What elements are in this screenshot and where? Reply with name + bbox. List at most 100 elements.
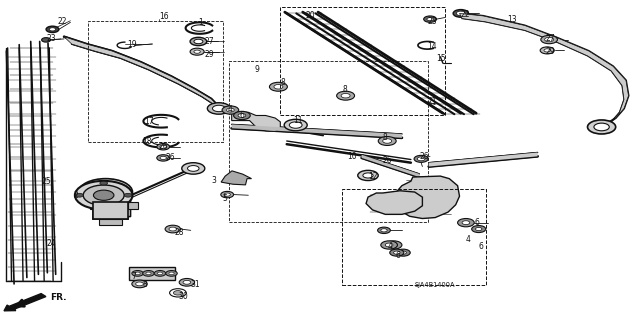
Text: 8: 8 <box>280 78 285 87</box>
Circle shape <box>541 35 557 44</box>
Text: 22: 22 <box>58 17 67 26</box>
Bar <box>229 61 428 222</box>
Circle shape <box>157 144 170 150</box>
Circle shape <box>544 49 550 52</box>
Circle shape <box>358 170 378 181</box>
Text: 18: 18 <box>142 137 152 146</box>
Text: 23: 23 <box>46 34 56 43</box>
Text: 8: 8 <box>383 133 387 142</box>
Circle shape <box>132 271 143 276</box>
Polygon shape <box>460 13 628 128</box>
Text: 6: 6 <box>396 251 401 260</box>
Circle shape <box>284 119 307 131</box>
Polygon shape <box>64 37 223 113</box>
Text: 24: 24 <box>46 239 56 248</box>
Circle shape <box>385 241 402 249</box>
Text: 27: 27 <box>205 37 214 46</box>
Circle shape <box>143 271 154 276</box>
Circle shape <box>594 123 609 131</box>
Circle shape <box>472 226 486 233</box>
Text: 20: 20 <box>306 11 316 20</box>
Circle shape <box>212 105 225 112</box>
Text: 26: 26 <box>159 142 168 151</box>
Bar <box>99 219 122 225</box>
Circle shape <box>456 11 465 16</box>
Circle shape <box>427 18 433 21</box>
Text: 11: 11 <box>293 116 303 125</box>
Circle shape <box>179 278 195 286</box>
Bar <box>342 189 486 285</box>
Text: 12: 12 <box>368 172 378 181</box>
Polygon shape <box>232 112 280 131</box>
Circle shape <box>160 145 166 148</box>
Text: 4: 4 <box>387 242 392 251</box>
Circle shape <box>390 249 404 256</box>
Circle shape <box>234 111 250 120</box>
Circle shape <box>154 271 166 276</box>
Circle shape <box>390 243 397 247</box>
Circle shape <box>378 227 390 234</box>
Text: 6: 6 <box>479 242 484 251</box>
Text: 27: 27 <box>545 34 555 43</box>
Circle shape <box>462 221 470 225</box>
Circle shape <box>76 193 83 197</box>
Text: 6: 6 <box>475 218 480 227</box>
Circle shape <box>194 50 200 53</box>
Circle shape <box>453 10 468 17</box>
Text: 3: 3 <box>211 176 216 185</box>
Circle shape <box>400 251 406 254</box>
Circle shape <box>96 187 115 197</box>
Circle shape <box>227 108 234 112</box>
Text: 14: 14 <box>428 42 437 51</box>
Circle shape <box>166 271 177 276</box>
Text: 28: 28 <box>174 228 184 237</box>
Circle shape <box>414 155 428 162</box>
Circle shape <box>146 272 151 275</box>
Circle shape <box>341 93 350 98</box>
Circle shape <box>207 103 230 114</box>
Circle shape <box>274 85 283 89</box>
Text: 26: 26 <box>419 152 429 161</box>
Text: 21: 21 <box>428 97 437 106</box>
Circle shape <box>289 122 302 128</box>
Circle shape <box>135 272 140 275</box>
Text: 29: 29 <box>205 50 214 59</box>
Circle shape <box>194 39 203 44</box>
Bar <box>280 7 445 115</box>
Circle shape <box>79 179 132 205</box>
Text: 29: 29 <box>545 47 555 56</box>
Bar <box>90 202 99 209</box>
Circle shape <box>222 106 239 114</box>
Polygon shape <box>429 152 538 167</box>
Polygon shape <box>232 124 402 138</box>
Text: 9: 9 <box>255 65 260 74</box>
Circle shape <box>136 282 143 286</box>
Text: 26: 26 <box>165 153 175 162</box>
Polygon shape <box>366 191 422 214</box>
Circle shape <box>49 28 56 31</box>
Text: 4: 4 <box>227 105 232 114</box>
Circle shape <box>476 227 482 231</box>
Circle shape <box>169 272 174 275</box>
Text: 13: 13 <box>507 15 516 24</box>
Bar <box>95 200 130 216</box>
Circle shape <box>417 157 425 161</box>
Circle shape <box>381 229 387 232</box>
Circle shape <box>157 155 170 161</box>
FancyArrow shape <box>4 293 46 311</box>
Circle shape <box>165 225 180 233</box>
Circle shape <box>190 37 207 46</box>
Text: 16: 16 <box>159 12 168 21</box>
Text: 8: 8 <box>342 85 347 94</box>
Text: 10: 10 <box>347 152 356 161</box>
Circle shape <box>182 163 205 174</box>
Bar <box>88 21 223 142</box>
Text: 7: 7 <box>131 272 136 281</box>
Circle shape <box>540 47 554 54</box>
Circle shape <box>238 114 246 117</box>
Circle shape <box>545 37 554 42</box>
Text: 25: 25 <box>42 177 51 186</box>
Circle shape <box>396 249 410 256</box>
Circle shape <box>424 16 436 22</box>
Polygon shape <box>396 176 460 219</box>
